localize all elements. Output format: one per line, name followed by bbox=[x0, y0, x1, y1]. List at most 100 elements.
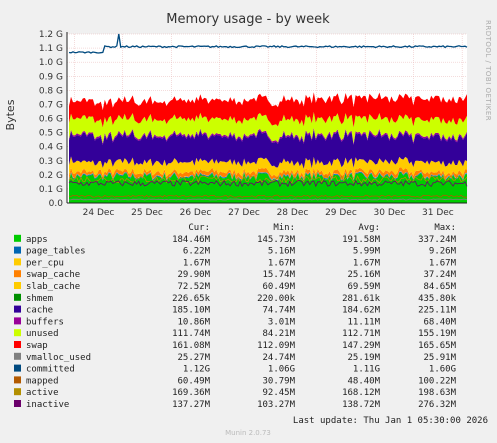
legend-series-name: mapped bbox=[26, 376, 59, 386]
legend-swatch bbox=[14, 364, 21, 372]
legend-value: 226.65k bbox=[172, 294, 211, 304]
area-slab-cache bbox=[69, 156, 467, 178]
legend-value: 1.12G bbox=[183, 365, 210, 375]
x-tick-label: 24 Dec bbox=[83, 208, 115, 218]
line-mapped bbox=[68, 194, 468, 198]
legend-value: 145.73M bbox=[257, 235, 296, 245]
legend-value: 1.11G bbox=[353, 365, 380, 375]
legend-value: 10.86M bbox=[177, 317, 210, 327]
legend-swatch bbox=[14, 341, 21, 348]
legend-swatch bbox=[14, 293, 21, 301]
legend-value: 435.80k bbox=[418, 294, 457, 304]
legend-swatch bbox=[14, 270, 21, 278]
legend-series-name: slab_cache bbox=[26, 282, 80, 292]
legend-column-header: Max: bbox=[434, 223, 456, 233]
area-cache bbox=[69, 129, 467, 169]
y-tick-label: 0.5 G bbox=[39, 129, 63, 139]
line-active bbox=[68, 174, 468, 184]
chart-title: Memory usage - by week bbox=[166, 12, 330, 27]
legend-value: 225.11M bbox=[418, 306, 457, 316]
legend-value: 25.27M bbox=[177, 353, 210, 363]
legend-value: 100.22M bbox=[418, 376, 457, 386]
y-tick-label: 0.3 G bbox=[39, 157, 63, 167]
x-tick-label: 30 Dec bbox=[374, 208, 406, 218]
legend-value: 69.59M bbox=[347, 282, 380, 292]
legend-series-name: per_cpu bbox=[26, 258, 64, 268]
legend-series-name: shmem bbox=[26, 294, 53, 304]
legend-series-name: active bbox=[26, 388, 59, 398]
y-axis-label: Bytes bbox=[4, 99, 17, 130]
legend-value: 3.01M bbox=[268, 317, 296, 327]
x-tick-label: 29 Dec bbox=[325, 208, 357, 218]
legend-value: 6.22M bbox=[183, 247, 211, 257]
line-vmalloc-used bbox=[69, 198, 468, 201]
legend-value: 11.11M bbox=[347, 317, 380, 327]
y-tick-label: 0.6 G bbox=[39, 115, 63, 125]
legend-value: 92.45M bbox=[262, 388, 295, 398]
legend-value: 281.61k bbox=[342, 294, 381, 304]
legend-value: 37.24M bbox=[423, 270, 456, 280]
y-tick-label: 0.4 G bbox=[39, 143, 63, 153]
legend-column-header: Min: bbox=[273, 223, 295, 233]
rrdtool-credit: RRDTOOL / TOBI OETIKER bbox=[484, 20, 492, 121]
line-committed bbox=[68, 33, 468, 54]
area-unused bbox=[69, 112, 467, 144]
x-tick-label: 25 Dec bbox=[131, 208, 163, 218]
legend-series-name: swap bbox=[26, 341, 48, 351]
legend-value: 198.63M bbox=[418, 388, 457, 398]
legend-value: 25.91M bbox=[423, 353, 456, 363]
legend-value: 169.36M bbox=[172, 388, 211, 398]
area-buffers bbox=[69, 127, 467, 145]
legend-swatch bbox=[14, 317, 21, 325]
legend-series-name: apps bbox=[26, 235, 48, 245]
legend-column-header: Avg: bbox=[358, 223, 380, 233]
legend-value: 84.65M bbox=[423, 282, 456, 292]
y-tick-label: 0.1 G bbox=[39, 185, 63, 195]
y-axis-ticks: 0.0 0.1 G 0.2 G 0.3 G 0.4 G 0.5 G 0.6 G 0.7 G 0.… bbox=[39, 30, 63, 209]
legend-value: 137.27M bbox=[172, 400, 211, 410]
legend-value: 103.27M bbox=[257, 400, 296, 410]
legend-value: 30.79M bbox=[262, 376, 295, 386]
legend-series-name: cache bbox=[26, 306, 53, 316]
legend-value: 138.72M bbox=[342, 400, 381, 410]
legend-swatch bbox=[14, 234, 21, 242]
legend-value: 112.71M bbox=[342, 329, 381, 339]
y-tick-label: 1.0 G bbox=[39, 58, 63, 68]
legend-value: 147.29M bbox=[342, 341, 381, 351]
legend-value: 161.08M bbox=[172, 341, 211, 351]
legend-value: 84.21M bbox=[262, 329, 295, 339]
legend-swatch bbox=[14, 388, 21, 396]
legend-value: 155.19M bbox=[418, 329, 457, 339]
legend: Cur: Min: Avg: Max: apps 184.46M 145.73M 191.58… bbox=[14, 223, 457, 410]
legend-value: 220.00k bbox=[257, 294, 296, 304]
legend-value: 112.09M bbox=[257, 341, 296, 351]
legend-value: 48.40M bbox=[347, 376, 380, 386]
legend-value: 5.99M bbox=[353, 247, 381, 257]
legend-swatch bbox=[14, 282, 21, 289]
legend-column-header: Cur: bbox=[188, 223, 210, 233]
munin-version: Munin 2.0.73 bbox=[225, 429, 271, 437]
legend-value: 1.06G bbox=[268, 365, 295, 375]
legend-value: 168.12M bbox=[342, 388, 381, 398]
legend-value: 276.32M bbox=[418, 400, 457, 410]
area-swap bbox=[69, 92, 467, 128]
legend-series-name: swap_cache bbox=[26, 270, 80, 280]
legend-swatch bbox=[14, 246, 21, 254]
y-tick-label: 0.8 G bbox=[39, 86, 63, 96]
legend-value: 5.16M bbox=[268, 247, 296, 257]
y-tick-label: 0.9 G bbox=[39, 72, 63, 82]
x-tick-label: 31 Dec bbox=[422, 208, 454, 218]
legend-swatch bbox=[14, 352, 21, 360]
legend-swatch bbox=[14, 258, 21, 266]
legend-swatch bbox=[14, 376, 21, 384]
legend-series-name: page_tables bbox=[26, 247, 86, 257]
legend-value: 1.67M bbox=[183, 258, 211, 268]
legend-value: 1.67M bbox=[268, 258, 296, 268]
legend-swatch bbox=[14, 305, 21, 313]
legend-value: 74.74M bbox=[262, 306, 295, 316]
legend-value: 9.26M bbox=[429, 247, 457, 257]
legend-value: 25.19M bbox=[347, 353, 380, 363]
y-tick-label: 0.0 bbox=[49, 199, 64, 209]
legend-series-name: unused bbox=[26, 329, 59, 339]
